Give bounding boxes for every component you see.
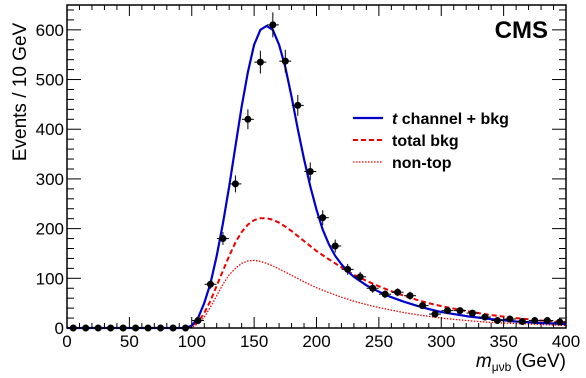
x-tick-label: 250 [365, 332, 393, 351]
data-point [369, 284, 377, 292]
x-axis-title-unit: (GeV) [515, 351, 566, 372]
series-line-solid [67, 24, 567, 330]
data-point [443, 307, 451, 315]
axis-ticks [66, 5, 567, 329]
series-line-dotted [67, 259, 567, 329]
x-tick-label: 0 [62, 332, 71, 351]
x-tick-label: 300 [427, 332, 455, 351]
data-point [294, 101, 302, 109]
data-point [319, 214, 327, 222]
data-point [481, 313, 489, 321]
y-tick-label: 0 [55, 319, 64, 338]
legend-label: non-top [392, 155, 452, 172]
data-point [231, 180, 239, 188]
y-axis-title: Events / 10 GeV [10, 22, 31, 161]
x-tick-label: 200 [302, 332, 330, 351]
x-tick-label: 350 [489, 332, 517, 351]
data-point [306, 167, 314, 175]
data-point [556, 318, 564, 326]
data-point [281, 57, 289, 65]
y-tick-label: 500 [36, 71, 64, 90]
y-tick-label: 200 [36, 220, 64, 239]
x-axis-title-var: m [476, 351, 492, 372]
data-point [356, 273, 364, 281]
data-point [219, 235, 227, 243]
legend-label: total bkg [392, 133, 459, 150]
tick-labels: 0 50 100 150 200 250 300 350 400 0 100 200 300 400 500… [36, 21, 581, 351]
cms-label: CMS [495, 17, 548, 44]
x-tick-label: 50 [120, 332, 139, 351]
data-point [331, 242, 339, 250]
data-point [194, 317, 202, 325]
data-point [269, 21, 277, 29]
data-point [531, 317, 539, 325]
data-point [456, 307, 464, 315]
legend-label-italic: t [392, 111, 398, 128]
legend: t channel + bkg total bkg non-top [353, 111, 509, 172]
data-point [344, 265, 352, 273]
data-point [506, 315, 514, 323]
series-line-dashed [67, 217, 567, 329]
data-point [394, 288, 402, 296]
x-axis-title-sub: μνb [492, 360, 512, 374]
plot-frame [66, 4, 567, 329]
data-point [468, 309, 476, 317]
chart-data-points [67, 12, 566, 332]
data-point [518, 318, 526, 326]
data-point [419, 302, 427, 310]
data-point [381, 290, 389, 298]
y-tick-label: 600 [36, 21, 64, 40]
legend-label: t channel + bkg [392, 111, 509, 128]
y-tick-label: 100 [36, 269, 64, 288]
x-tick-label: 150 [240, 332, 268, 351]
data-point [406, 292, 414, 300]
legend-label-text: total bkg [392, 133, 459, 150]
legend-label-text: channel + bkg [397, 111, 509, 128]
y-tick-label: 400 [36, 120, 64, 139]
data-point [431, 310, 439, 318]
data-point [543, 317, 551, 325]
data-point [256, 58, 264, 66]
data-point [493, 317, 501, 325]
data-point [244, 115, 252, 123]
x-tick-label: 100 [178, 332, 206, 351]
x-tick-label: 400 [552, 332, 580, 351]
y-tick-label: 300 [36, 170, 64, 189]
x-axis-title: mμνb (GeV) [476, 351, 566, 374]
chart-curves [67, 24, 567, 330]
legend-label-text: non-top [392, 155, 452, 172]
data-point [206, 280, 214, 288]
